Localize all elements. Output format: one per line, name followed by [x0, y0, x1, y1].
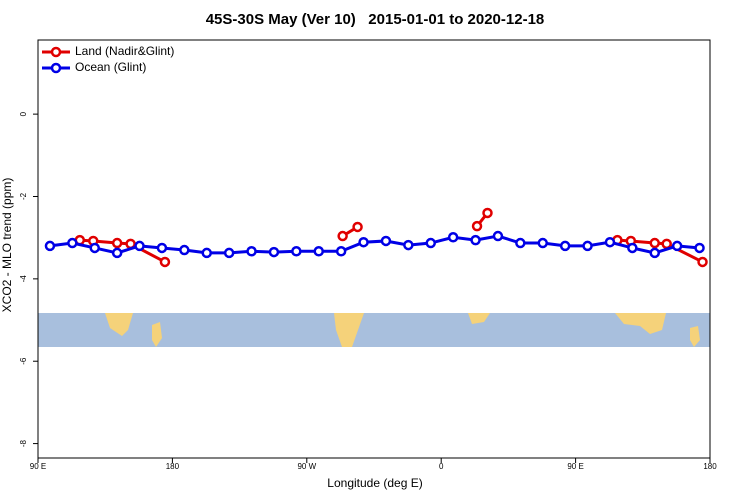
data-point — [515, 237, 526, 249]
data-point — [627, 242, 638, 254]
x-tick-label: 90 E — [567, 462, 583, 471]
data-point — [179, 244, 190, 256]
data-point — [159, 256, 171, 268]
chart-title: 45S-30S May (Ver 10) 2015-01-01 to 2020-… — [206, 11, 545, 28]
data-point — [134, 240, 145, 252]
legend-marker — [50, 46, 62, 58]
data-point — [89, 242, 100, 254]
data-point — [111, 237, 123, 249]
data-point — [470, 234, 481, 246]
data-point — [671, 240, 683, 252]
data-point — [403, 239, 414, 251]
data-point — [223, 247, 235, 259]
data-point — [201, 247, 212, 259]
x-tick-label: 180 — [166, 462, 180, 471]
data-point — [559, 240, 571, 252]
data-point — [111, 247, 123, 259]
data-point — [246, 246, 257, 257]
data-point — [694, 242, 705, 254]
data-point — [291, 246, 302, 257]
legend-label: Land (Nadir&Glint) — [75, 44, 174, 58]
data-point — [661, 238, 672, 250]
data-point — [44, 240, 56, 252]
data-point — [313, 246, 324, 257]
y-tick-label: -6 — [19, 357, 28, 365]
y-tick-label: -8 — [19, 439, 28, 447]
data-point — [447, 232, 459, 243]
y-tick-label: -4 — [19, 275, 28, 283]
y-tick-label: 0 — [19, 111, 28, 116]
map-stripe — [38, 313, 710, 347]
x-tick-label: 90 E — [30, 462, 46, 471]
data-point — [335, 246, 347, 257]
x-axis-label: Longitude (deg E) — [327, 476, 422, 490]
data-point — [492, 230, 504, 242]
x-tick-label: 0 — [439, 462, 444, 471]
data-point — [156, 242, 168, 254]
y-axis-label: XCO2 - MLO trend (ppm) — [0, 178, 14, 313]
data-point — [358, 236, 369, 248]
x-tick-label: 90 W — [297, 462, 316, 471]
legend-marker — [50, 62, 62, 74]
data-point — [649, 247, 660, 259]
legend-label: Ocean (Glint) — [75, 60, 146, 74]
y-tick-label: -2 — [19, 192, 28, 200]
data-point — [649, 237, 660, 249]
data-point — [537, 237, 548, 249]
data-point — [471, 220, 483, 232]
x-tick-label: 180 — [703, 462, 717, 471]
data-point — [380, 235, 392, 247]
data-point — [337, 230, 348, 242]
series-line — [49, 234, 700, 255]
data-point — [67, 237, 78, 249]
data-point — [482, 207, 493, 219]
data-point — [268, 246, 280, 258]
data-point — [352, 221, 363, 233]
data-point — [697, 256, 708, 268]
data-point — [582, 240, 593, 252]
data-point — [425, 237, 436, 249]
data-point — [604, 236, 616, 248]
plot-frame — [37, 39, 711, 459]
